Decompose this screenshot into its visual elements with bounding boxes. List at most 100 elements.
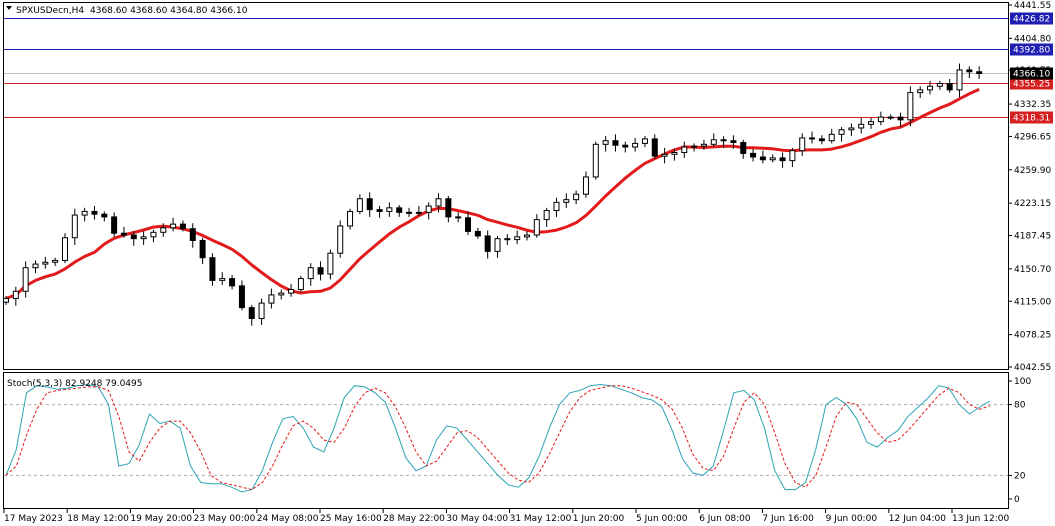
- stoch-axis: 100 80 20 0: [1008, 377, 1031, 505]
- candle-down: [179, 223, 186, 230]
- candle-down: [406, 211, 413, 214]
- level-price-tag: [1010, 12, 1053, 25]
- stoch-tick-label: 100: [1014, 377, 1031, 387]
- candle-down: [465, 217, 472, 232]
- candle-up: [799, 137, 806, 152]
- candle-up: [927, 85, 934, 91]
- candle-up: [170, 223, 177, 229]
- last-price-tag: [1010, 67, 1053, 80]
- candle-up: [386, 207, 393, 212]
- stoch-label: Stoch(5,3,3) 82.9248 79.0495: [7, 379, 142, 389]
- price-tick-label: 4404.80: [1014, 34, 1051, 44]
- candle-up: [523, 234, 530, 238]
- time-tick-label: 9 Jun 00:00: [826, 514, 878, 524]
- price-tick-label: 4187.45: [1014, 232, 1051, 242]
- candle-up: [641, 138, 648, 144]
- candle-up: [61, 237, 68, 261]
- time-tick-label: 28 May 22:00: [383, 514, 445, 524]
- candle-down: [474, 230, 481, 237]
- candle-up: [140, 236, 147, 240]
- level-price-label: 4355.25: [1013, 80, 1050, 90]
- candle-up: [71, 214, 78, 239]
- candle-up: [288, 288, 295, 294]
- candle-down: [199, 239, 206, 259]
- candle-up: [868, 121, 875, 125]
- candle-down: [750, 152, 757, 158]
- main-chart-frame: [3, 2, 1009, 370]
- candle-down: [818, 138, 825, 142]
- candle-down: [946, 83, 953, 91]
- candle-up: [553, 201, 560, 212]
- candle-down: [455, 216, 462, 219]
- stoch-tick-label: 20: [1014, 471, 1026, 481]
- candle-up: [150, 231, 157, 238]
- time-tick-label: 31 May 12:00: [510, 514, 572, 524]
- candle-up: [769, 157, 776, 161]
- candle-up: [435, 198, 442, 207]
- moving-average: [5, 88, 980, 300]
- candle-up: [543, 210, 550, 221]
- stoch-lines: [4, 383, 1008, 493]
- candle-up: [533, 219, 540, 236]
- candle-up: [278, 292, 285, 296]
- candle-down: [976, 71, 983, 75]
- candle-up: [514, 236, 521, 241]
- last-price-label: 4366.10: [1013, 70, 1050, 80]
- candle-down: [730, 140, 737, 143]
- price-tick-label: 4150.70: [1014, 265, 1051, 275]
- time-tick-label: 18 May 12:00: [67, 514, 129, 524]
- time-tick-label: 12 Jun 04:00: [889, 514, 946, 524]
- candle-up: [22, 267, 29, 292]
- level-price-tag: [1010, 111, 1053, 124]
- level-price-tag: [1010, 43, 1053, 56]
- candle-up: [691, 145, 698, 148]
- candle-down: [897, 116, 904, 121]
- candle-down: [966, 69, 973, 73]
- candle-up: [219, 278, 226, 281]
- candle-up: [42, 261, 49, 265]
- candle-up: [838, 129, 845, 135]
- candle-up: [494, 238, 501, 252]
- price-tick-label: 4441.55: [1014, 1, 1051, 11]
- candle-up: [573, 193, 580, 201]
- symbol-label: SPXUSDecn,H4: [16, 6, 84, 16]
- candle-up: [425, 205, 432, 213]
- candle-down: [366, 198, 373, 211]
- level-price-label: 4392.80: [1013, 46, 1050, 56]
- candle-up: [356, 198, 363, 212]
- candle-down: [238, 285, 245, 309]
- candle-down: [248, 307, 255, 320]
- candle-down: [445, 198, 452, 218]
- candle-down: [809, 137, 816, 140]
- level-price-label: 4318.31: [1013, 114, 1050, 124]
- candle-down: [120, 232, 127, 236]
- stoch-tick-label: 0: [1014, 495, 1020, 505]
- candle-up: [632, 142, 639, 148]
- stoch-signal-line: [5, 385, 991, 491]
- candle-down: [740, 141, 747, 154]
- candle-down: [209, 257, 216, 281]
- time-tick-label: 7 Jun 16:00: [762, 514, 814, 524]
- candle-down: [720, 139, 727, 142]
- collapse-triangle-icon[interactable]: [6, 6, 12, 10]
- candle-down: [504, 238, 511, 241]
- level-price-label: 4426.82: [1013, 15, 1050, 25]
- candle-down: [376, 209, 383, 212]
- candle-down: [622, 144, 629, 148]
- time-tick-label: 6 Jun 08:00: [699, 514, 751, 524]
- candle-up: [907, 92, 914, 121]
- candle-up: [582, 176, 589, 195]
- candle-up: [297, 278, 304, 290]
- price-axis: 4441.554404.804369.754332.354296.654259.…: [1008, 1, 1051, 373]
- candle-up: [661, 153, 668, 157]
- moving-average-line: [5, 88, 980, 300]
- candle-down: [317, 267, 324, 275]
- candle-down: [101, 213, 108, 218]
- stoch-panel-frame: [3, 372, 1009, 509]
- candle-up: [700, 143, 707, 147]
- candle-up: [415, 211, 422, 214]
- candle-down: [779, 157, 786, 162]
- candle-down: [111, 216, 118, 234]
- level-price-tag: [1010, 77, 1053, 90]
- candles: [3, 63, 983, 326]
